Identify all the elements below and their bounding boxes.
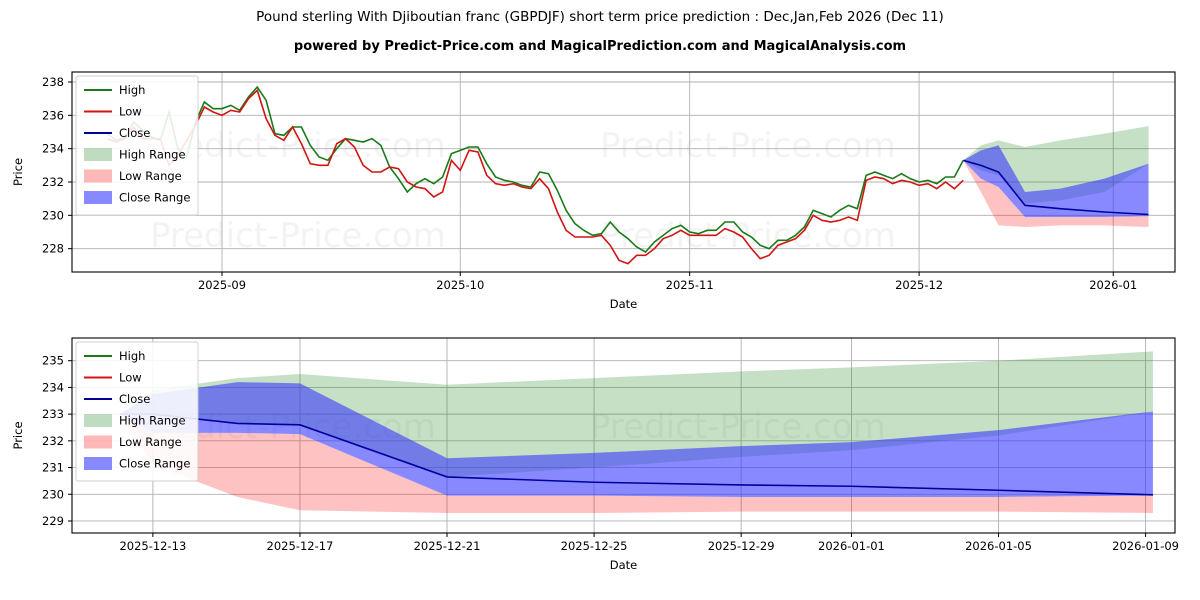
y-tick-label: 234 — [42, 142, 64, 156]
x-tick-label: 2025-12-21 — [414, 539, 481, 553]
legend-label: Low Range — [119, 169, 182, 183]
band-low-range — [119, 414, 1153, 513]
x-tick-label: 2025-12-13 — [119, 539, 186, 553]
x-tick-label: 2025-10 — [436, 278, 484, 292]
y-axis: 228 230 232 234 236 238 Price — [11, 75, 72, 256]
svg-text:Predict-Price.com: Predict-Price.com — [600, 126, 896, 166]
band-close-range — [963, 145, 1149, 217]
y-axis-label: Price — [11, 158, 25, 186]
x-tick-label: 2026-01-01 — [818, 539, 885, 553]
x-tick-label: 2025-11 — [666, 278, 714, 292]
x-tick-label: 2026-01-09 — [1112, 539, 1179, 553]
y-tick-label: 238 — [42, 75, 64, 89]
legend-swatch-band — [84, 435, 112, 449]
x-tick-label: 2025-09 — [198, 278, 246, 292]
y-axis-label: Price — [11, 421, 25, 449]
plot-frame — [71, 337, 1176, 534]
y-tick-label: 234 — [42, 380, 64, 394]
legend-label: Low Range — [119, 435, 182, 449]
legend-swatch-band — [84, 191, 112, 204]
legend-label: High Range — [119, 414, 186, 428]
series-high — [106, 85, 964, 254]
y-tick-label: 229 — [42, 514, 64, 528]
x-axis-label: Date — [610, 558, 638, 572]
legend-swatch-band — [84, 169, 112, 183]
series-close — [963, 159, 1149, 216]
legend-label: Close — [119, 126, 150, 140]
y-tick-label: 231 — [42, 461, 64, 475]
x-axis: 2025-12-13 2025-12-17 2025-12-21 2025-12-25… — [119, 533, 1179, 572]
svg-text:Predict-Price.com: Predict-Price.com — [150, 126, 446, 166]
y-tick-label: 235 — [42, 354, 64, 368]
band-close-range — [119, 382, 1153, 497]
detail-chart: Predict-Price.comPredict-Price.com229230… — [11, 337, 1179, 572]
legend-label: High — [119, 349, 145, 363]
legend-label: Close Range — [119, 457, 190, 471]
chart-legend: High Low Close High Range Low Range Close Ran… — [75, 75, 199, 216]
legend-swatch-band — [84, 414, 112, 427]
page-title: Pound sterling With Djiboutian franc (GB… — [256, 9, 944, 25]
y-tick-label: 233 — [42, 407, 64, 421]
y-tick-label: 228 — [42, 242, 64, 256]
legend-label: High — [119, 83, 145, 97]
legend-label: Close — [119, 392, 150, 406]
title-block: Pound sterling With Djiboutian franc (GB… — [0, 0, 1200, 54]
legend-swatch-band — [84, 457, 112, 470]
watermark: Predict-Price.com Predict-Price.com Predic… — [150, 126, 896, 256]
x-tick-label: 2025-12 — [895, 278, 943, 292]
x-tick-label: 2025-12-25 — [561, 539, 628, 553]
y-tick-label: 232 — [42, 434, 64, 448]
band-low-range — [963, 160, 1149, 227]
svg-text:Predict-Price.com: Predict-Price.com — [150, 216, 446, 256]
x-tick-label: 2026-01 — [1089, 278, 1137, 292]
y-tick-label: 232 — [42, 175, 64, 189]
x-tick-label: 2025-12-17 — [267, 539, 334, 553]
legend-label: Close Range — [119, 191, 190, 205]
x-axis: 2025-09 2025-10 2025-11 2025-12 2026-01 Date — [198, 272, 1137, 311]
chart-legend: High Low Close High Range Low Range Close Ran… — [75, 341, 199, 482]
svg-text:Predict-Price.com: Predict-Price.com — [600, 216, 896, 256]
x-axis-label: Date — [610, 297, 638, 311]
legend-swatch-band — [84, 148, 112, 161]
overview-chart: Predict-Price.com Predict-Price.com Predic… — [11, 71, 1176, 311]
y-axis: 229 230 231 232 233 234 235 Price — [11, 354, 72, 528]
plot-frame — [71, 71, 1176, 273]
y-tick-label: 230 — [42, 208, 64, 222]
svg-text:Predict-Price.com: Predict-Price.com — [590, 407, 886, 447]
x-tick-label: 2025-12-29 — [708, 539, 775, 553]
legend-label: Low — [119, 371, 142, 385]
y-tick-label: 236 — [42, 108, 64, 122]
range-bands — [119, 351, 1153, 513]
series-lines — [106, 85, 1149, 265]
x-tick-label: 2026-01-05 — [965, 539, 1032, 553]
legend-label: High Range — [119, 148, 186, 162]
legend-label: Low — [119, 105, 142, 119]
range-bands — [963, 126, 1149, 227]
series-low — [107, 88, 964, 265]
gridlines — [72, 72, 1175, 272]
y-tick-label: 230 — [42, 487, 64, 501]
page-subtitle: powered by Predict-Price.com and Magical… — [293, 39, 907, 54]
